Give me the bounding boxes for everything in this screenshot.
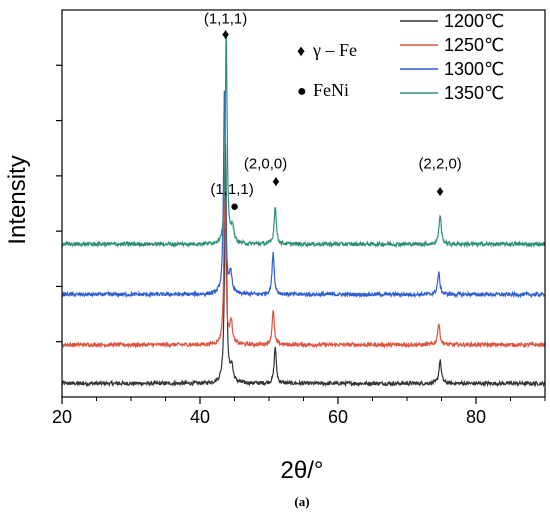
peak-label: (1,1,1) bbox=[204, 11, 247, 28]
series-line-4 bbox=[61, 33, 546, 249]
peak-label: (1,1,1) bbox=[210, 181, 253, 198]
x-tick-label: 40 bbox=[190, 407, 210, 427]
phase-legend-label: γ – Fe bbox=[312, 40, 357, 60]
legend-label: 1300℃ bbox=[444, 59, 504, 79]
legend-label: 1350℃ bbox=[444, 83, 504, 103]
peak-marker: ♦ bbox=[272, 173, 280, 190]
peak-label: (2,2,0) bbox=[418, 156, 461, 173]
y-axis-label: Intensity bbox=[4, 155, 31, 244]
peak-marker: ● bbox=[230, 198, 239, 215]
legend: 1200℃ 1250℃ 1300℃ 1350℃ bbox=[400, 11, 504, 103]
peak-marker: ♦ bbox=[436, 183, 444, 200]
series-line-1 bbox=[61, 144, 546, 388]
phase-legend-symbol: ♦ bbox=[297, 43, 305, 60]
legend-label: 1200℃ bbox=[444, 11, 504, 31]
legend-label: 1250℃ bbox=[444, 35, 504, 55]
x-tick-label: 20 bbox=[52, 407, 72, 427]
series-line-3 bbox=[61, 90, 546, 299]
plot-area bbox=[61, 33, 546, 388]
peak-annotations: (1,1,1)♦(1,1,1)●(2,0,0)♦(2,2,0)♦ bbox=[204, 11, 462, 216]
x-axis-label: 2θ/° bbox=[281, 457, 324, 484]
series-line-2 bbox=[61, 183, 546, 349]
phase-legend: ♦ γ – Fe ● FeNi bbox=[297, 40, 357, 100]
phase-legend-symbol: ● bbox=[297, 83, 307, 100]
peak-marker: ♦ bbox=[222, 26, 230, 43]
x-tick-label: 80 bbox=[466, 407, 486, 427]
peak-label: (2,0,0) bbox=[244, 156, 287, 173]
axes: 20 40 60 80 bbox=[52, 9, 546, 427]
phase-legend-label: FeNi bbox=[313, 80, 349, 100]
x-tick-label: 60 bbox=[328, 407, 348, 427]
figure-caption: (a) bbox=[294, 494, 309, 509]
